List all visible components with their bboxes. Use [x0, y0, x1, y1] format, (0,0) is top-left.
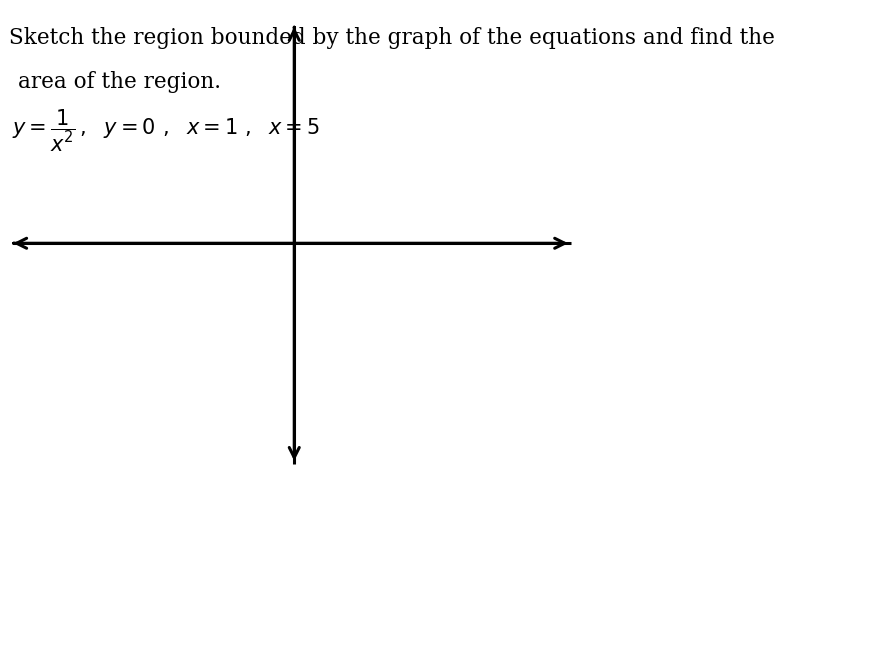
Text: area of the region.: area of the region. [18, 71, 220, 93]
Text: Sketch the region bounded by the graph of the equations and find the: Sketch the region bounded by the graph o… [9, 27, 774, 49]
Text: $y = \dfrac{1}{x^2}$$\,,\ \ y = 0\ ,\ \ x = 1\ ,\ \ x = 5$: $y = \dfrac{1}{x^2}$$\,,\ \ y = 0\ ,\ \ … [12, 108, 321, 154]
